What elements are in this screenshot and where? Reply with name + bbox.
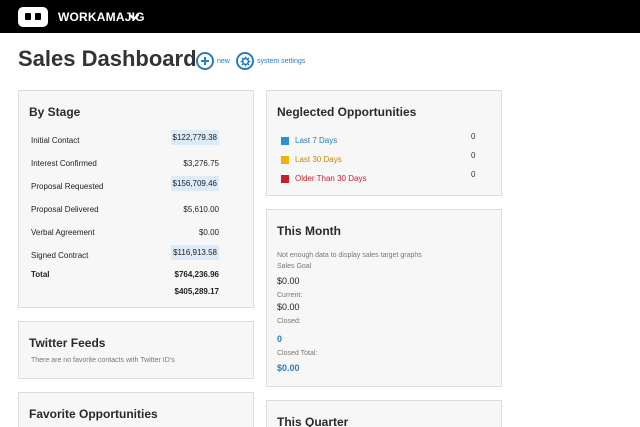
stage-value[interactable]: $5,610.00 bbox=[183, 205, 219, 214]
stage-label: Proposal Delivered bbox=[31, 205, 99, 214]
stage-value[interactable]: $116,913.58 bbox=[139, 245, 219, 260]
yellow-swatch-icon bbox=[281, 155, 289, 164]
by-stage-panel: By Stage Initial Contact $122,779.38 Int… bbox=[18, 90, 254, 308]
sales-goal-value: $0.00 bbox=[277, 276, 300, 286]
neglected-item-last-7-days[interactable]: Last 7 Days bbox=[281, 136, 337, 145]
current-label: Current: bbox=[277, 292, 303, 299]
gear-icon bbox=[236, 52, 254, 70]
system-settings-button[interactable]: system settings bbox=[236, 52, 305, 70]
stage-label: Initial Contact bbox=[31, 136, 80, 145]
neglected-opportunities-panel: Neglected Opportunities Last 7 Days 0 La… bbox=[266, 90, 502, 196]
stage-label: Signed Contract bbox=[31, 251, 89, 260]
neglected-item-last-30-days[interactable]: Last 30 Days bbox=[281, 155, 342, 164]
sales-target-note: Not enough data to display sales target … bbox=[277, 252, 422, 259]
subtotal-value: $405,289.17 bbox=[174, 287, 220, 296]
stage-value[interactable]: $3,276.75 bbox=[183, 159, 219, 168]
stage-value[interactable]: $156,709.46 bbox=[139, 176, 219, 191]
this-quarter-panel: This Quarter bbox=[266, 400, 502, 427]
current-value: $0.00 bbox=[277, 302, 300, 312]
twitter-empty-message: There are no favorite contacts with Twit… bbox=[31, 357, 175, 364]
twitter-feeds-panel: Twitter Feeds There are no favorite cont… bbox=[18, 321, 254, 379]
plus-icon bbox=[196, 52, 214, 70]
stage-value[interactable]: $122,779.38 bbox=[139, 130, 219, 145]
this-month-title: This Month bbox=[277, 224, 341, 238]
page-title: Sales Dashboard bbox=[18, 46, 197, 71]
stage-value[interactable]: $0.00 bbox=[198, 228, 219, 237]
top-bar: WORKAMAJIG bbox=[0, 0, 640, 33]
stage-label: Verbal Agreement bbox=[31, 228, 95, 237]
blue-swatch-icon bbox=[281, 136, 289, 145]
stage-label: Interest Confirmed bbox=[31, 159, 97, 168]
total-value: $764,236.96 bbox=[174, 270, 220, 279]
app-name[interactable]: WORKAMAJIG bbox=[58, 10, 145, 24]
sales-goal-label: Sales Goal bbox=[277, 263, 312, 270]
workamajig-logo-icon[interactable] bbox=[18, 7, 48, 27]
red-swatch-icon bbox=[281, 174, 289, 183]
neglected-item-older-than-30-days[interactable]: Older Than 30 Days bbox=[281, 174, 366, 183]
stage-label: Proposal Requested bbox=[31, 182, 104, 191]
system-settings-label: system settings bbox=[257, 57, 306, 65]
this-quarter-title: This Quarter bbox=[277, 415, 349, 427]
closed-total-label: Closed Total: bbox=[277, 350, 318, 357]
closed-total-value[interactable]: $0.00 bbox=[277, 363, 300, 373]
closed-value[interactable]: 0 bbox=[277, 334, 283, 344]
neglected-opportunities-title: Neglected Opportunities bbox=[277, 105, 417, 119]
new-label: new bbox=[217, 57, 230, 65]
neglected-count: 0 bbox=[471, 132, 476, 141]
neglected-count: 0 bbox=[471, 151, 476, 160]
favorite-opportunities-panel: Favorite Opportunities bbox=[18, 392, 254, 427]
chevron-down-icon[interactable] bbox=[127, 10, 141, 24]
new-button[interactable]: new bbox=[196, 52, 230, 70]
total-label: Total bbox=[31, 270, 50, 279]
neglected-count: 0 bbox=[471, 170, 476, 179]
by-stage-title: By Stage bbox=[29, 105, 81, 119]
closed-label: Closed: bbox=[277, 318, 301, 325]
favorite-opportunities-title: Favorite Opportunities bbox=[29, 407, 158, 421]
this-month-panel: This Month Not enough data to display sa… bbox=[266, 209, 502, 387]
twitter-feeds-title: Twitter Feeds bbox=[29, 336, 106, 350]
